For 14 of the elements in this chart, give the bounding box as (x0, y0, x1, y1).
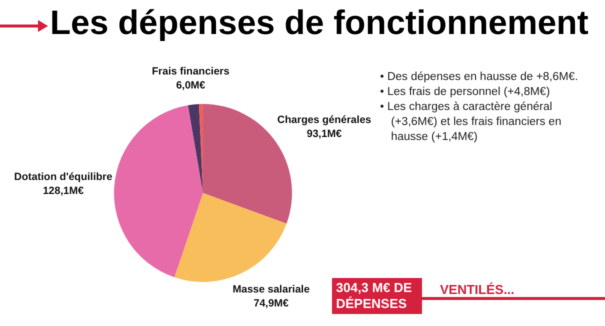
slice-label: Masse salariale (232, 284, 310, 296)
slice-label: Dotation d'équilibre (14, 170, 113, 183)
data-label: 93,1M€ (306, 128, 342, 140)
slice-label: Frais financiers (152, 66, 230, 78)
text: 304,3 M€ DE DÉPENSES (332, 278, 422, 314)
text: • Les frais de personnel (+4,8M€) (380, 85, 551, 100)
chart-title: Les dépenses de fonctionnement (50, 4, 588, 43)
text: • Des dépenses en hausse de +8,6M€. (380, 70, 580, 85)
text: • Les charges à caractère général (+3,6M€) et les frais financiers en hausse (+1,4M€) (380, 100, 562, 145)
data-label: 74,9M€ (254, 298, 289, 310)
slice-label: Charges générales (277, 114, 372, 126)
data-label: 128,1M€ (42, 184, 84, 197)
text: VENTILÉS... (440, 282, 514, 297)
data-label: 6,0M€ (176, 80, 206, 92)
